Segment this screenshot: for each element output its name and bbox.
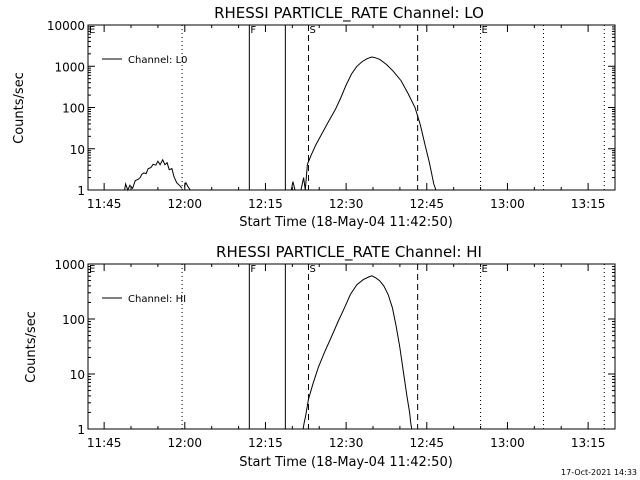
x-tick-label: 11:45: [87, 436, 122, 450]
chart-lo-channel: RHESSI PARTICLE_RATE Channel: LO Start T…: [12, 4, 616, 230]
axis-ticks: 11:45 12:00 12:15 12:30 12:45 13:00 13:15 1 10 10…: [54, 258, 616, 450]
chart-hi-channel: RHESSI PARTICLE_RATE Channel: HI Start T…: [24, 243, 616, 470]
event-markers: [181, 264, 605, 429]
series-line: [302, 275, 413, 430]
y-tick-label: 1: [77, 184, 85, 198]
y-tick-label: 1: [77, 423, 85, 437]
x-axis-label: Start Time (18-May-04 11:42:50): [239, 215, 453, 230]
x-tick-label: 12:15: [248, 436, 283, 450]
x-tick-label: 12:15: [248, 197, 283, 211]
event-markers: [181, 25, 605, 190]
event-flag-label: E: [89, 25, 95, 36]
series-line: [124, 158, 183, 192]
y-tick-label: 100: [62, 313, 85, 327]
x-tick-label: 11:45: [87, 197, 122, 211]
x-axis-label: Start Time (18-May-04 11:42:50): [239, 455, 453, 470]
y-tick-label: 10000: [47, 19, 85, 33]
x-tick-label: 13:15: [571, 197, 606, 211]
series-layer: [124, 56, 437, 192]
y-axis-label: Counts/sec: [12, 72, 27, 144]
event-flag-label: F: [250, 264, 256, 275]
event-flag-label: E: [482, 264, 488, 275]
x-tick-label: 12:00: [167, 197, 202, 211]
legend-label: Channel: HI: [128, 294, 186, 305]
axis-ticks: 11:45 12:00 12:15 12:30 12:45 13:00 13:15 1 10 10…: [47, 19, 616, 211]
event-flag-label: F: [250, 25, 256, 36]
event-flag-label: E: [482, 25, 488, 36]
y-tick-label: 1000: [54, 258, 85, 272]
chart-title: RHESSI PARTICLE_RATE Channel: LO: [214, 4, 484, 23]
x-tick-label: 13:00: [490, 436, 525, 450]
y-tick-label: 100: [62, 102, 85, 116]
plot-frame: [87, 263, 616, 430]
plot-frame: [87, 24, 616, 191]
series-line: [183, 181, 191, 191]
x-tick-label: 12:00: [167, 436, 202, 450]
event-flag-label: E: [89, 264, 95, 275]
y-tick-label: 1000: [54, 60, 85, 74]
x-tick-label: 13:15: [571, 436, 606, 450]
event-flag-label: S: [309, 25, 315, 36]
footer-timestamp: 17-Oct-2021 14:33: [561, 468, 637, 477]
x-tick-label: 12:45: [409, 197, 444, 211]
chart-title: RHESSI PARTICLE_RATE Channel: HI: [216, 243, 482, 262]
legend-label: Channel: L0: [128, 55, 188, 66]
x-tick-label: 13:00: [490, 197, 525, 211]
x-tick-label: 12:30: [329, 436, 364, 450]
series-layer: [302, 275, 413, 430]
x-tick-label: 12:30: [329, 197, 364, 211]
y-tick-label: 10: [70, 143, 85, 157]
y-axis-label: Counts/sec: [24, 311, 39, 383]
series-line: [290, 181, 296, 191]
y-tick-label: 10: [70, 368, 85, 382]
x-tick-label: 12:45: [409, 436, 444, 450]
series-line: [300, 56, 437, 191]
event-flag-label: S: [309, 264, 315, 275]
